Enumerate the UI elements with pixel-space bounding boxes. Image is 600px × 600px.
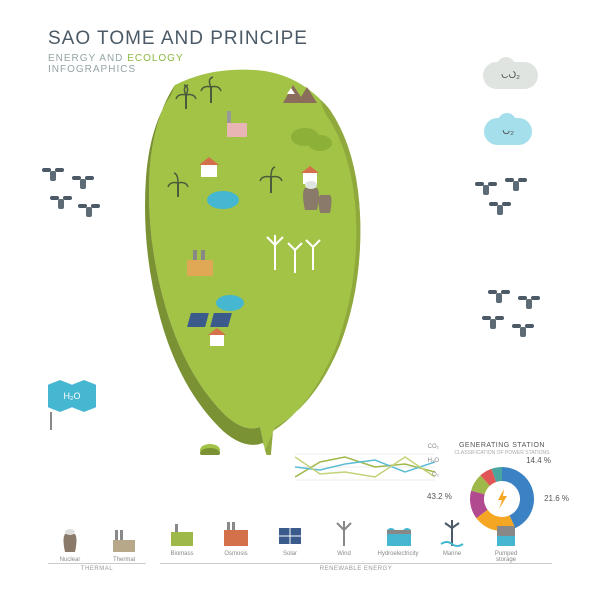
energy-icons: NuclearThermal THERMAL BiomassOsmosisSol… <box>48 516 552 572</box>
energy-icon-marine: Marine <box>430 516 474 563</box>
thermal-label: THERMAL <box>48 563 146 572</box>
energy-icon-hydroelectricity: Hydroelectricity <box>376 516 420 563</box>
renewable-label: RENEWABLE ENERGY <box>160 563 552 572</box>
pct-21: 21.6 % <box>544 494 569 503</box>
energy-icon-solar: Solar <box>268 516 312 563</box>
drones-left <box>42 168 112 238</box>
energy-icon-biomass: Biomass <box>160 516 204 563</box>
line-label-co2: CO₂ <box>428 444 439 450</box>
line-label-h2o: H₂O <box>428 458 439 464</box>
page-title: SAO TOME AND PRINCIPE <box>48 28 308 50</box>
energy-icon-pumped-storage: Pumped storage <box>484 516 528 563</box>
line-chart: CO₂ H₂O O₂ <box>295 442 435 497</box>
line-label-o2: O₂ <box>432 472 439 478</box>
cloud-o2: O₂ <box>484 118 532 145</box>
h2o-flag: H₂O <box>48 380 96 430</box>
energy-icon-nuclear: Nuclear <box>48 522 92 563</box>
drones-right-1 <box>475 178 545 228</box>
energy-icon-wind: Wind <box>322 516 366 563</box>
energy-icon-osmosis: Osmosis <box>214 516 258 563</box>
cloud-co2: CO₂ <box>483 62 538 89</box>
pct-43: 43.2 % <box>427 492 452 501</box>
energy-icon-thermal: Thermal <box>102 522 146 563</box>
pct-14: 14.4 % <box>526 456 551 465</box>
donut-title: GENERATING STATION <box>442 442 562 449</box>
map <box>115 55 395 455</box>
drones-right-2 <box>482 290 552 360</box>
